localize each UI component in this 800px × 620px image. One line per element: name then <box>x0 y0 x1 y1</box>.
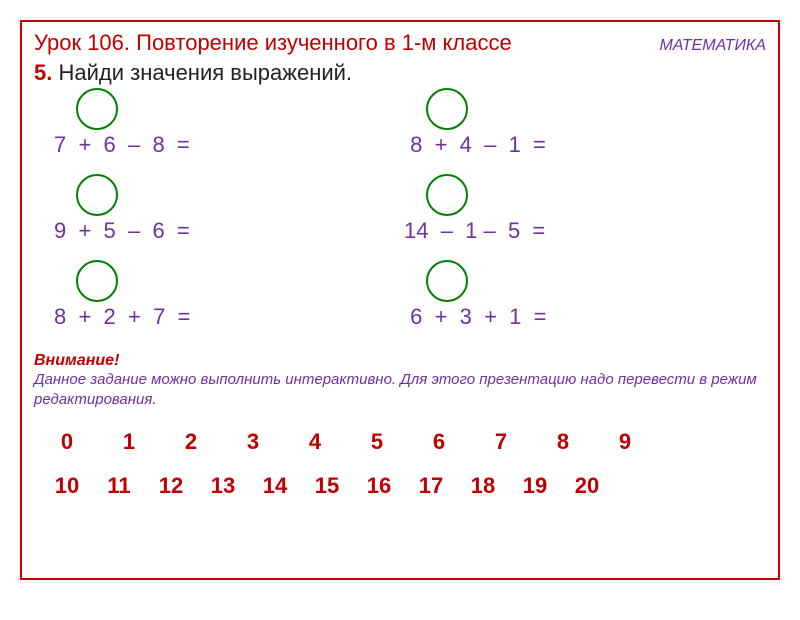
answer-circle[interactable] <box>426 260 468 302</box>
exercise-row: 9 + 5 – 6 = <box>54 174 190 260</box>
draggable-number[interactable]: 5 <box>364 429 390 455</box>
draggable-number[interactable]: 20 <box>574 473 600 499</box>
draggable-number[interactable]: 17 <box>418 473 444 499</box>
right-column: 8 + 4 – 1 = 14 – 1 – 5 = 6 + 3 + 1 = <box>404 88 546 346</box>
header: Урок 106. Повторение изученного в 1-м кл… <box>34 30 766 56</box>
answer-circle[interactable] <box>76 174 118 216</box>
draggable-number[interactable]: 8 <box>550 429 576 455</box>
expression: 7 + 6 – 8 = <box>54 132 190 158</box>
exercises-area: 7 + 6 – 8 = 9 + 5 – 6 = 8 + 2 + 7 = 8 + … <box>34 88 766 348</box>
draggable-number[interactable]: 4 <box>302 429 328 455</box>
left-column: 7 + 6 – 8 = 9 + 5 – 6 = 8 + 2 + 7 = <box>54 88 190 346</box>
draggable-number[interactable]: 9 <box>612 429 638 455</box>
subject-label: МАТЕМАТИКА <box>659 37 766 55</box>
attention-block: Внимание! Данное задание можно выполнить… <box>34 352 766 409</box>
draggable-number[interactable]: 3 <box>240 429 266 455</box>
exercise-row: 8 + 4 – 1 = <box>404 88 546 174</box>
task-number: 5. <box>34 60 52 85</box>
draggable-number[interactable]: 13 <box>210 473 236 499</box>
attention-title: Внимание! <box>34 352 766 370</box>
expression: 8 + 2 + 7 = <box>54 304 190 330</box>
draggable-number[interactable]: 10 <box>54 473 80 499</box>
number-bank: 0 1 2 3 4 5 6 7 8 9 10 11 12 13 14 15 16… <box>34 429 766 499</box>
draggable-number[interactable]: 1 <box>116 429 142 455</box>
expression: 14 – 1 – 5 = <box>404 218 546 244</box>
exercise-row: 8 + 2 + 7 = <box>54 260 190 346</box>
answer-circle[interactable] <box>76 260 118 302</box>
task-instruction: 5. Найди значения выражений. <box>34 60 766 86</box>
exercise-row: 7 + 6 – 8 = <box>54 88 190 174</box>
answer-circle[interactable] <box>426 174 468 216</box>
exercise-row: 6 + 3 + 1 = <box>404 260 546 346</box>
expression: 8 + 4 – 1 = <box>404 132 546 158</box>
draggable-number[interactable]: 14 <box>262 473 288 499</box>
exercise-row: 14 – 1 – 5 = <box>404 174 546 260</box>
number-row-1: 0 1 2 3 4 5 6 7 8 9 <box>34 429 766 455</box>
draggable-number[interactable]: 15 <box>314 473 340 499</box>
expression: 9 + 5 – 6 = <box>54 218 190 244</box>
draggable-number[interactable]: 0 <box>54 429 80 455</box>
number-row-2: 10 11 12 13 14 15 16 17 18 19 20 <box>34 473 766 499</box>
draggable-number[interactable]: 19 <box>522 473 548 499</box>
answer-circle[interactable] <box>426 88 468 130</box>
draggable-number[interactable]: 18 <box>470 473 496 499</box>
answer-circle[interactable] <box>76 88 118 130</box>
expression: 6 + 3 + 1 = <box>404 304 546 330</box>
task-text: Найди значения выражений. <box>52 60 352 85</box>
draggable-number[interactable]: 2 <box>178 429 204 455</box>
draggable-number[interactable]: 11 <box>106 473 132 499</box>
draggable-number[interactable]: 6 <box>426 429 452 455</box>
lesson-title: Урок 106. Повторение изученного в 1-м кл… <box>34 30 512 56</box>
draggable-number[interactable]: 12 <box>158 473 184 499</box>
slide-container: Урок 106. Повторение изученного в 1-м кл… <box>20 20 780 580</box>
attention-text: Данное задание можно выполнить интеракти… <box>34 370 766 409</box>
draggable-number[interactable]: 16 <box>366 473 392 499</box>
draggable-number[interactable]: 7 <box>488 429 514 455</box>
